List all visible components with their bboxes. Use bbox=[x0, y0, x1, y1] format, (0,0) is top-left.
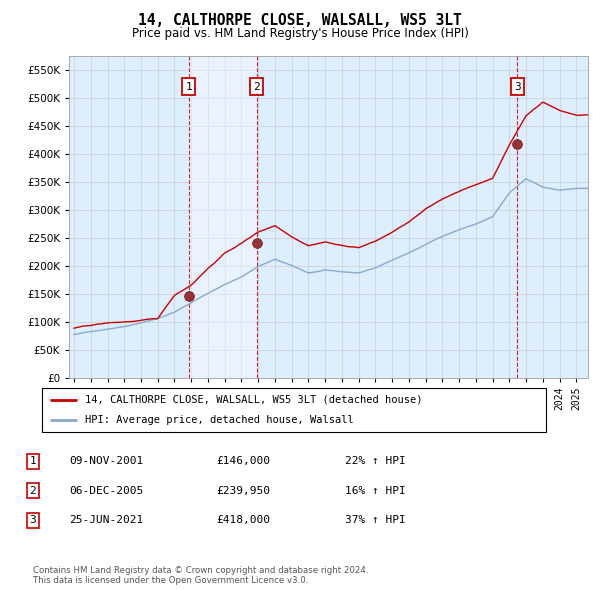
FancyBboxPatch shape bbox=[42, 388, 546, 432]
Text: 37% ↑ HPI: 37% ↑ HPI bbox=[345, 516, 406, 525]
Text: 09-NOV-2001: 09-NOV-2001 bbox=[69, 457, 143, 466]
Text: 06-DEC-2005: 06-DEC-2005 bbox=[69, 486, 143, 496]
Text: 2: 2 bbox=[254, 81, 260, 91]
Text: £418,000: £418,000 bbox=[216, 516, 270, 525]
Text: 1: 1 bbox=[185, 81, 192, 91]
Text: 3: 3 bbox=[514, 81, 521, 91]
Bar bbox=[189, 56, 257, 378]
Text: 2: 2 bbox=[29, 486, 37, 496]
Text: 22% ↑ HPI: 22% ↑ HPI bbox=[345, 457, 406, 466]
Text: 14, CALTHORPE CLOSE, WALSALL, WS5 3LT: 14, CALTHORPE CLOSE, WALSALL, WS5 3LT bbox=[138, 13, 462, 28]
Text: 3: 3 bbox=[29, 516, 37, 525]
Text: £239,950: £239,950 bbox=[216, 486, 270, 496]
Text: 14, CALTHORPE CLOSE, WALSALL, WS5 3LT (detached house): 14, CALTHORPE CLOSE, WALSALL, WS5 3LT (d… bbox=[85, 395, 422, 405]
Text: Price paid vs. HM Land Registry's House Price Index (HPI): Price paid vs. HM Land Registry's House … bbox=[131, 27, 469, 40]
Text: 16% ↑ HPI: 16% ↑ HPI bbox=[345, 486, 406, 496]
Text: 25-JUN-2021: 25-JUN-2021 bbox=[69, 516, 143, 525]
Text: £146,000: £146,000 bbox=[216, 457, 270, 466]
Text: HPI: Average price, detached house, Walsall: HPI: Average price, detached house, Wals… bbox=[85, 415, 353, 425]
Text: Contains HM Land Registry data © Crown copyright and database right 2024.
This d: Contains HM Land Registry data © Crown c… bbox=[33, 566, 368, 585]
Text: 1: 1 bbox=[29, 457, 37, 466]
